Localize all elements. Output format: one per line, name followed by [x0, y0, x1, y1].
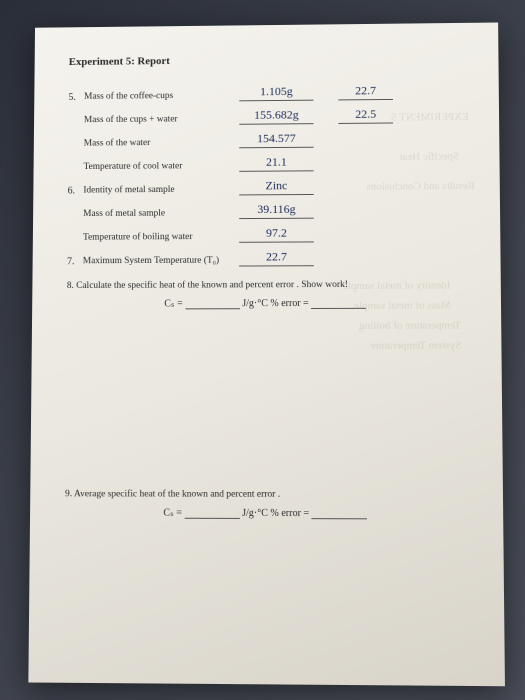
q9-cs: Cₛ =	[163, 508, 182, 519]
data-row: Mass of metal sample 39.116g	[67, 200, 464, 220]
row-label: Mass of metal sample	[83, 208, 231, 220]
q9-blank2[interactable]	[312, 506, 368, 519]
row-label: Mass of the water	[84, 138, 232, 150]
q8-units: J/g·°C % error =	[242, 298, 308, 309]
value-blank-1[interactable]: 154.577	[239, 131, 313, 148]
ghost-text: System Temperature	[370, 340, 461, 352]
row-number: 5.	[68, 92, 84, 103]
q8-cs: Cₛ =	[164, 298, 182, 309]
ghost-text: Identity of metal sample	[343, 280, 451, 292]
ghost-text: EXPERIMENT 5	[391, 111, 469, 123]
value-blank-1[interactable]: 21.1	[239, 155, 313, 172]
row-label: Mass of the cups + water	[84, 114, 232, 126]
ghost-text: Mass of metal sample	[354, 300, 451, 312]
row-label: Temperature of cool water	[84, 161, 232, 173]
data-row: Temperature of boiling water 97.2	[67, 224, 465, 244]
q9-number: 9.	[65, 489, 72, 499]
value-blank-1[interactable]: 22.7	[239, 249, 314, 266]
value-blank-1[interactable]: 1.105g	[239, 84, 313, 101]
q9-units: J/g·°C % error =	[242, 508, 309, 519]
q9-text: Average specific heat of the known and p…	[74, 489, 280, 500]
q8-blank1[interactable]	[185, 296, 240, 309]
data-rows: 5.Mass of the coffee-cups 1.105g 22.7 Mass …	[67, 82, 465, 268]
row-number: 6.	[68, 186, 84, 197]
ghost-text: Specific Heat	[400, 151, 460, 163]
q9-blank1[interactable]	[184, 506, 239, 519]
value-blank-1[interactable]: Zinc	[239, 178, 313, 195]
value-blank-2[interactable]: 22.5	[338, 107, 393, 124]
value-blank-2[interactable]: 22.7	[338, 83, 393, 100]
q8-number: 8.	[67, 281, 74, 291]
value-blank-1[interactable]: 97.2	[239, 226, 314, 243]
experiment-header: Experiment 5: Report	[69, 52, 464, 68]
question-9: 9. Average specific heat of the known an…	[65, 489, 468, 519]
row-label: Temperature of boiling water	[83, 232, 231, 244]
ghost-text: Results and Conclusions	[366, 180, 474, 193]
q8-text: Calculate the specific heat of the known…	[76, 280, 348, 291]
data-row: 7.Maximum System Temperature (T₀) 22.7	[67, 248, 465, 268]
row-number: 7.	[67, 256, 83, 267]
value-blank-1[interactable]: 155.682g	[239, 107, 313, 124]
row-label: Identity of metal sample	[83, 185, 231, 197]
q9-formula: Cₛ = J/g·°C % error =	[65, 505, 468, 519]
ghost-text: Temperature of boiling	[359, 320, 461, 332]
data-row: Mass of the water 154.577	[68, 129, 464, 150]
worksheet-paper: Experiment 5: Report 5.Mass of the coffe…	[28, 23, 505, 687]
row-label: Mass of the coffee-cups	[84, 91, 231, 103]
data-row: 5.Mass of the coffee-cups 1.105g 22.7	[68, 82, 463, 103]
value-blank-1[interactable]: 39.116g	[239, 202, 314, 219]
row-label: Maximum System Temperature (T₀)	[83, 256, 231, 268]
